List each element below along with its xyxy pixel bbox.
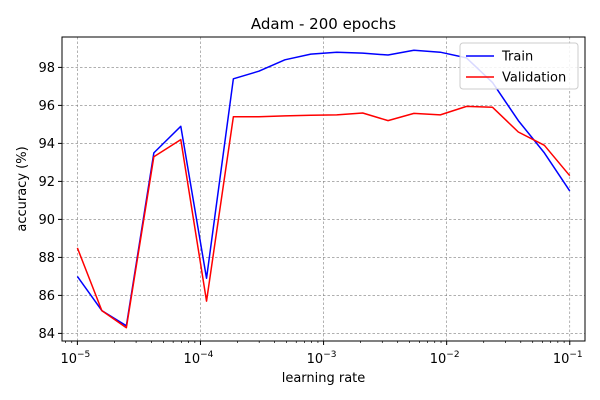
chart-title: Adam - 200 epochs — [251, 15, 396, 33]
axis-ticks: 10−5 10−4 10−3 10−2 10−1 84 86 88 90 92 94 96 98 — [38, 61, 582, 367]
y-tick-label: 88 — [38, 251, 55, 266]
y-tick-label: 96 — [38, 99, 55, 114]
series-validation — [76, 105, 571, 329]
y-tick-label: 94 — [38, 137, 55, 152]
x-tick-label: 10−3 — [307, 350, 337, 367]
y-tick-label: 92 — [38, 175, 55, 190]
x-tick-label: 10−2 — [430, 350, 460, 367]
y-tick-label: 84 — [38, 327, 55, 342]
y-axis-label: accuracy (%) — [15, 146, 30, 231]
x-tick-label: 10−5 — [60, 350, 90, 367]
legend: Train Validation — [459, 42, 579, 90]
y-tick-label: 86 — [38, 289, 55, 304]
x-tick-label: 10−1 — [553, 350, 583, 367]
x-axis-label: learning rate — [282, 371, 366, 386]
y-tick-label: 90 — [38, 213, 55, 228]
legend-label-validation: Validation — [502, 71, 566, 86]
series-line-validation — [76, 105, 571, 329]
x-tick-label: 10−4 — [184, 350, 214, 367]
y-tick-label: 98 — [38, 61, 55, 76]
legend-label-train: Train — [501, 50, 533, 65]
